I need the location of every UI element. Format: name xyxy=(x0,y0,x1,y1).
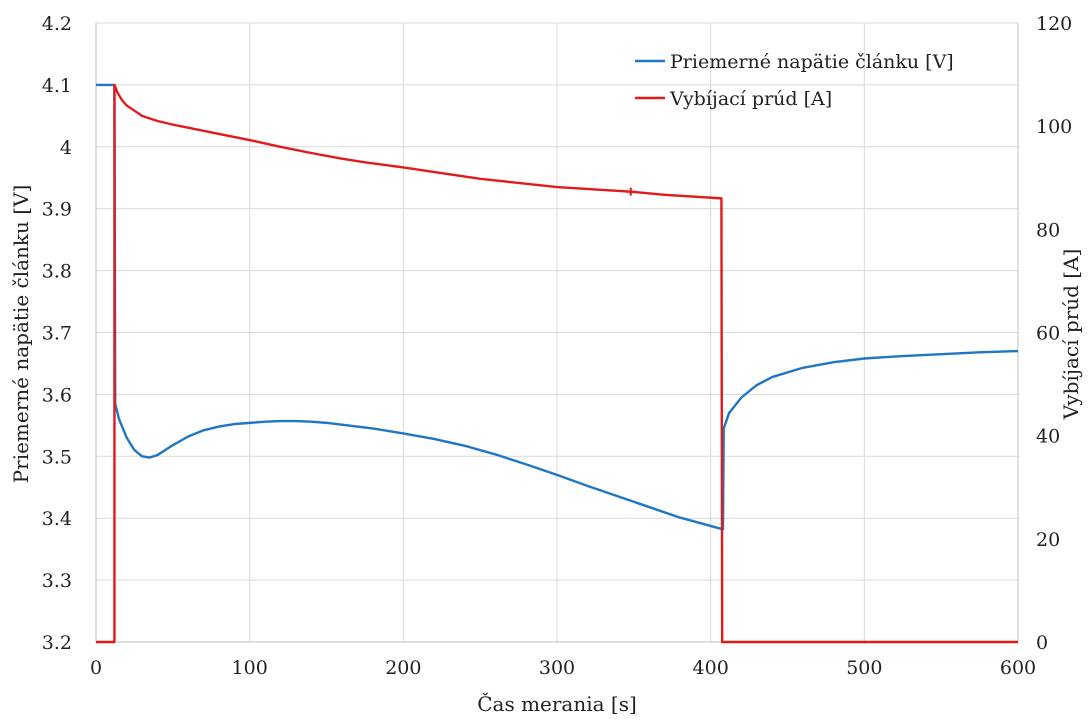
y-left-tick-label-9: 4.1 xyxy=(42,75,72,97)
y-left-tick-label-0: 3.2 xyxy=(42,632,72,654)
x-tick-label-5: 500 xyxy=(846,657,882,679)
x-tick-label-3: 300 xyxy=(539,657,575,679)
y-axis-left-title: Priemerné napätie článku [V] xyxy=(9,185,33,484)
y-left-tick-label-6: 3.8 xyxy=(42,261,72,283)
y-left-tick-label-5: 3.7 xyxy=(42,323,72,345)
legend: Priemerné napätie článku [V] Vybíjací pr… xyxy=(635,51,954,110)
x-tick-label-4: 400 xyxy=(693,657,729,679)
y-left-tick-label-8: 4 xyxy=(60,137,72,159)
y-left-tick-label-1: 3.3 xyxy=(42,570,72,592)
y-left-tick-label-10: 4.2 xyxy=(42,13,72,35)
legend-label-current: Vybíjací prúd [A] xyxy=(669,88,832,110)
x-tick-label-0: 0 xyxy=(90,657,102,679)
y-left-tick-label-4: 3.6 xyxy=(42,384,72,406)
x-tick-label-1: 100 xyxy=(232,657,268,679)
series-line-0 xyxy=(96,83,1019,531)
y-right-tick-label-3: 60 xyxy=(1036,323,1060,345)
y-right-tick-label-6: 120 xyxy=(1036,13,1072,35)
y-right-tick-label-5: 100 xyxy=(1036,116,1072,138)
y-right-tick-label-0: 0 xyxy=(1036,632,1048,654)
series-layer xyxy=(96,83,1019,644)
y-right-tick-label-4: 80 xyxy=(1036,219,1060,241)
grid-layer xyxy=(95,22,1019,643)
y-axis-right-title: Vybíjací prúd [A] xyxy=(1059,249,1083,421)
y-left-tick-label-2: 3.4 xyxy=(42,508,72,530)
y-left-tick-label-3: 3.5 xyxy=(42,446,72,468)
ticks-layer: 0 100 200 300 400 500 6003.23.33.43.53.63.73.8… xyxy=(42,13,1072,679)
annotation-marker-0 xyxy=(626,187,635,196)
y-right-tick-label-1: 20 xyxy=(1036,529,1060,551)
x-axis-title: Čas merania [s] xyxy=(477,691,637,716)
y-left-tick-label-7: 3.9 xyxy=(42,199,72,221)
x-tick-label-2: 200 xyxy=(385,657,421,679)
y-right-tick-label-2: 40 xyxy=(1036,426,1060,448)
legend-label-voltage: Priemerné napätie článku [V] xyxy=(670,51,954,73)
x-tick-label-6: 600 xyxy=(1000,657,1036,679)
